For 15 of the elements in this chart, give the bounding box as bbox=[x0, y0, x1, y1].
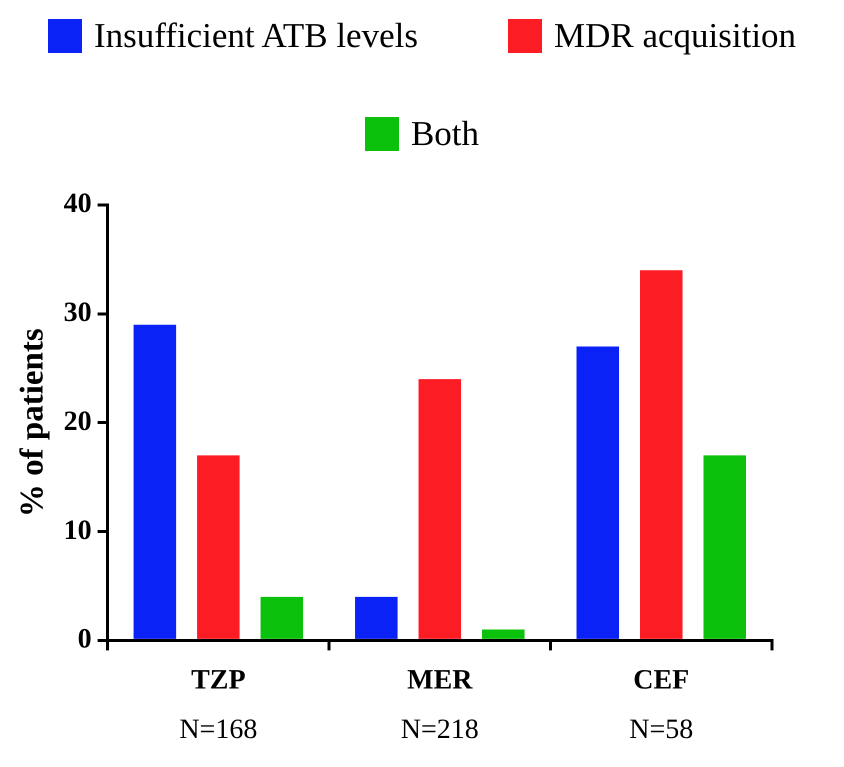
legend-label: Both bbox=[410, 114, 480, 154]
x-tick-label: TZP bbox=[191, 664, 246, 696]
text: N=168 bbox=[179, 714, 258, 745]
legend-label: MDR acquisition bbox=[554, 16, 796, 56]
y-tick-label: 0 bbox=[78, 624, 92, 655]
legend-label: Insufficient ATB levels bbox=[94, 16, 418, 56]
y-tick-label: 40 bbox=[64, 188, 92, 220]
y-tick-label: 10 bbox=[64, 514, 92, 546]
text: N=58 bbox=[629, 714, 694, 745]
y-axis-title: % of patients bbox=[14, 328, 50, 518]
y-tick-label: 30 bbox=[64, 297, 92, 328]
text: N=218 bbox=[400, 714, 479, 745]
x-tick-label: CEF bbox=[633, 664, 690, 696]
x-tick-label: MER bbox=[407, 664, 474, 696]
y-tick-label: 20 bbox=[64, 406, 92, 437]
